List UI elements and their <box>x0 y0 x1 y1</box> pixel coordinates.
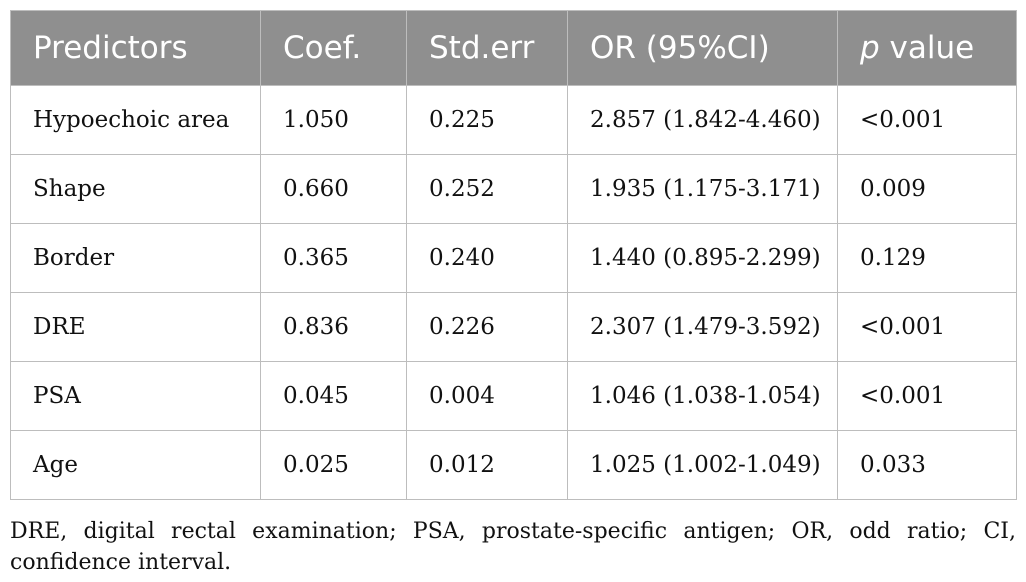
cell-stderr: 0.226 <box>406 292 568 362</box>
cell-or: 1.025 (1.002-1.049) <box>567 430 838 500</box>
cell-stderr: 0.012 <box>406 430 568 500</box>
header-p-value: p value <box>837 10 1017 86</box>
cell-or: 2.307 (1.479-3.592) <box>567 292 838 362</box>
header-row: Predictors Coef. Std.err OR (95%CI) p va… <box>10 10 1017 86</box>
cell-p-value: 0.129 <box>837 223 1017 293</box>
cell-coef: 0.365 <box>260 223 407 293</box>
table-row: PSA 0.045 0.004 1.046 (1.038-1.054) <0.0… <box>10 361 1017 431</box>
cell-p-value: <0.001 <box>837 85 1017 155</box>
cell-or: 1.046 (1.038-1.054) <box>567 361 838 431</box>
cell-stderr: 0.004 <box>406 361 568 431</box>
cell-p-value: 0.033 <box>837 430 1017 500</box>
cell-stderr: 0.225 <box>406 85 568 155</box>
table-row: Border 0.365 0.240 1.440 (0.895-2.299) 0… <box>10 223 1017 293</box>
header-coef: Coef. <box>260 10 407 86</box>
cell-predictor: DRE <box>10 292 261 362</box>
cell-coef: 0.045 <box>260 361 407 431</box>
table-body: Hypoechoic area 1.050 0.225 2.857 (1.842… <box>10 85 1017 500</box>
cell-stderr: 0.240 <box>406 223 568 293</box>
results-table: Predictors Coef. Std.err OR (95%CI) p va… <box>10 10 1017 500</box>
cell-stderr: 0.252 <box>406 154 568 224</box>
cell-p-value: <0.001 <box>837 292 1017 362</box>
table-header: Predictors Coef. Std.err OR (95%CI) p va… <box>10 10 1017 86</box>
header-p-letter: p <box>860 30 880 66</box>
cell-predictor: Age <box>10 430 261 500</box>
table-footnote: DRE, digital rectal examination; PSA, pr… <box>10 519 1016 575</box>
header-or: OR (95%CI) <box>567 10 838 86</box>
cell-coef: 1.050 <box>260 85 407 155</box>
cell-predictor: PSA <box>10 361 261 431</box>
table-row: Shape 0.660 0.252 1.935 (1.175-3.171) 0.… <box>10 154 1017 224</box>
cell-or: 1.935 (1.175-3.171) <box>567 154 838 224</box>
cell-predictor: Hypoechoic area <box>10 85 261 155</box>
table-row: Hypoechoic area 1.050 0.225 2.857 (1.842… <box>10 85 1017 155</box>
table-row: DRE 0.836 0.226 2.307 (1.479-3.592) <0.0… <box>10 292 1017 362</box>
table-row: Age 0.025 0.012 1.025 (1.002-1.049) 0.03… <box>10 430 1017 500</box>
cell-p-value: 0.009 <box>837 154 1017 224</box>
header-p-rest: value <box>879 30 975 66</box>
cell-or: 2.857 (1.842-4.460) <box>567 85 838 155</box>
cell-coef: 0.836 <box>260 292 407 362</box>
cell-coef: 0.025 <box>260 430 407 500</box>
header-stderr: Std.err <box>406 10 568 86</box>
cell-coef: 0.660 <box>260 154 407 224</box>
cell-or: 1.440 (0.895-2.299) <box>567 223 838 293</box>
cell-predictor: Border <box>10 223 261 293</box>
cell-predictor: Shape <box>10 154 261 224</box>
results-table-container: Predictors Coef. Std.err OR (95%CI) p va… <box>10 10 1017 500</box>
cell-p-value: <0.001 <box>837 361 1017 431</box>
header-predictors: Predictors <box>10 10 261 86</box>
